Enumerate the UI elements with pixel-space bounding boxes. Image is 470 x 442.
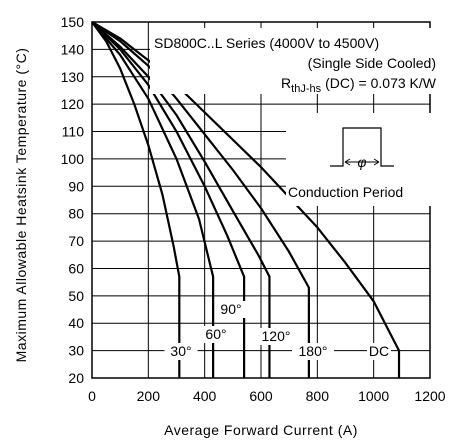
y-tick-label: 20 <box>68 370 84 386</box>
curve-label: 180° <box>299 343 328 359</box>
cooling-note: (Single Side Cooled) <box>308 55 436 71</box>
y-tick-label: 40 <box>68 315 84 331</box>
annotation-background <box>150 28 436 94</box>
x-tick-label: 1000 <box>358 388 389 404</box>
curve-label: DC <box>369 343 389 359</box>
curve-label-background <box>292 343 334 360</box>
x-tick-label: 400 <box>193 388 217 404</box>
y-tick-label: 110 <box>62 124 85 140</box>
y-tick-label: 120 <box>61 96 85 112</box>
x-tick-label: 800 <box>306 388 330 404</box>
y-tick-label: 90 <box>68 178 84 194</box>
x-tick-label: 0 <box>88 388 96 404</box>
conduction-waveform <box>330 127 394 167</box>
series-line-180-deg <box>91 21 310 378</box>
x-tick-labels: 0 200 400 600 800 1000 1200 <box>88 388 446 404</box>
x-axis-label: Average Forward Current (A) <box>164 422 358 438</box>
curve-label-background <box>367 343 391 360</box>
curve-label: 30° <box>170 343 191 359</box>
y-tick-label: 80 <box>68 206 84 222</box>
curve-label: 90° <box>220 301 241 317</box>
series-line-30-deg <box>91 21 181 378</box>
series-line-90-deg <box>91 21 246 378</box>
y-tick-label: 30 <box>68 343 84 359</box>
y-tick-label: 70 <box>68 233 84 249</box>
annotation-box: SD800C..L Series (4000V to 4500V) (Singl… <box>150 28 437 95</box>
curve-label-background <box>199 326 233 343</box>
curve-label-background <box>164 343 198 360</box>
curve-label-background <box>255 328 297 345</box>
y-tick-label: 60 <box>68 260 84 276</box>
y-tick-labels: 20 30 40 50 60 70 80 90 100 110 120 130 140 150 <box>61 14 85 386</box>
series-line-120-deg <box>91 21 271 378</box>
x-tick-label: 200 <box>137 388 161 404</box>
curve-label: 60° <box>205 326 226 342</box>
conduction-period-diagram: φ Conduction Period <box>286 113 438 206</box>
curve-labels: 30° 60° 90° 120° 180° DC <box>164 301 391 360</box>
curve-label-background <box>214 301 248 318</box>
conduction-arrow <box>344 158 380 166</box>
y-tick-label: 100 <box>61 151 85 167</box>
series-title: SD800C..L Series (4000V to 4500V) <box>154 35 379 51</box>
y-axis-label: Maximum Allowable Heatsink Temperature (… <box>13 48 29 363</box>
x-tick-label: 1200 <box>414 388 445 404</box>
y-tick-label: 50 <box>68 288 84 304</box>
y-tick-label: 150 <box>61 14 85 30</box>
curve-label: 120° <box>262 328 291 344</box>
series-line-60-deg <box>91 21 215 378</box>
y-tick-label: 130 <box>61 69 85 85</box>
x-tick-label: 600 <box>249 388 273 404</box>
conduction-angle-symbol: φ <box>357 154 366 170</box>
conduction-period-label: Conduction Period <box>288 184 403 200</box>
thermal-resistance: RthJ-hs (DC) = 0.073 K/W <box>281 75 437 95</box>
y-tick-label: 140 <box>61 41 85 57</box>
